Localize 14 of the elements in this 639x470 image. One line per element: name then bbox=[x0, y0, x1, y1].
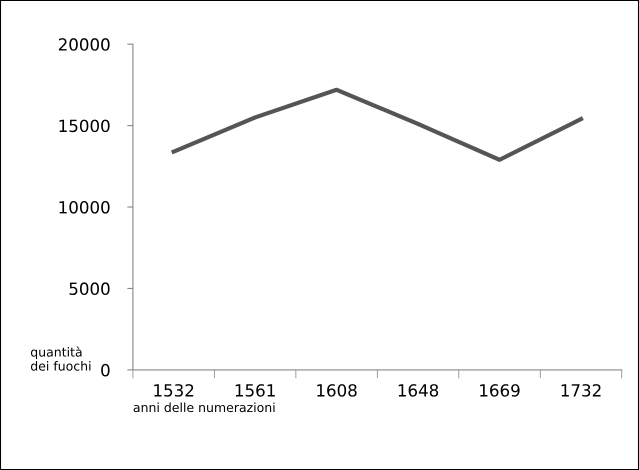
y-tick-label: 15000 bbox=[60, 120, 110, 132]
x-axis-title: anni delle numerazioni bbox=[134, 402, 275, 412]
y-tick-label: 5000 bbox=[70, 282, 110, 296]
line-series bbox=[172, 88, 584, 162]
y-axis-title: quantità dei fuochi bbox=[30, 346, 90, 371]
x-tick-label: 1732 bbox=[562, 384, 601, 397]
x-tick-label: 1648 bbox=[398, 384, 438, 397]
x-tick-label: 1608 bbox=[317, 384, 357, 397]
y-tick-label: 10000 bbox=[60, 200, 110, 214]
y-tick-label: 20000 bbox=[58, 38, 110, 51]
x-tick-label: 1669 bbox=[480, 384, 520, 397]
y-tick-label: 0 bbox=[101, 364, 110, 376]
x-tick-label: 1532 bbox=[154, 384, 194, 397]
x-tick-label: 1561 bbox=[236, 384, 275, 397]
